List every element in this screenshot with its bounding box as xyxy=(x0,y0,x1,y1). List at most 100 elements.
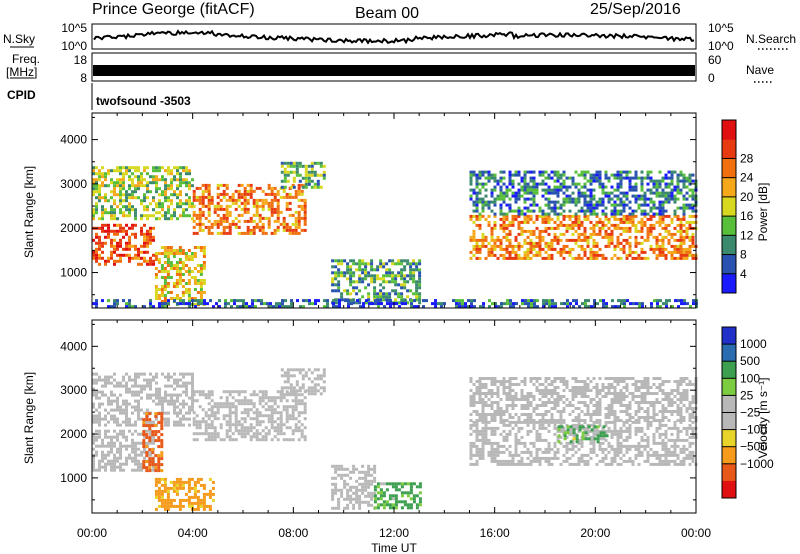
echo-cell xyxy=(526,235,530,239)
echo-cell xyxy=(500,305,503,309)
echo-cell xyxy=(125,411,128,415)
echo-cell xyxy=(379,289,383,293)
echo-cell xyxy=(373,491,377,495)
freq-label-line2: [MHz] xyxy=(6,65,37,79)
echo-cell xyxy=(610,462,614,466)
echo-cell xyxy=(481,238,485,242)
echo-cell xyxy=(652,462,656,466)
echo-cell xyxy=(691,191,695,195)
echo-cell xyxy=(352,464,356,468)
echo-cell xyxy=(632,302,635,306)
echo-cell xyxy=(662,302,665,306)
echo-cell xyxy=(673,250,677,254)
echo-cell xyxy=(210,390,214,394)
echo-cell xyxy=(319,377,323,381)
echo-cell xyxy=(533,305,536,309)
echo-cell xyxy=(499,194,503,198)
echo-cell xyxy=(191,202,194,206)
echo-cell xyxy=(300,207,304,211)
echo-cell xyxy=(307,182,311,186)
echo-cell xyxy=(137,169,140,173)
echo-cell xyxy=(246,207,250,211)
echo-cell xyxy=(300,399,304,403)
echo-cell xyxy=(544,203,548,207)
echo-cell xyxy=(473,305,476,309)
echo-cell xyxy=(188,405,191,409)
echo-cell xyxy=(538,462,542,466)
echo-cell xyxy=(547,441,551,445)
echo-cell xyxy=(616,444,620,448)
echo-cell xyxy=(388,295,392,299)
echo-cell xyxy=(661,247,665,251)
echo-cell xyxy=(688,247,692,251)
echo-cell xyxy=(110,450,113,454)
echo-cell xyxy=(188,417,191,421)
echo-cell xyxy=(664,441,668,445)
echo-cell xyxy=(461,299,464,303)
echo-cell xyxy=(373,488,377,492)
echo-cell xyxy=(502,182,506,186)
echo-cell xyxy=(655,247,659,251)
echo-cell xyxy=(631,462,635,466)
echo-cell xyxy=(634,197,638,201)
echo-cell xyxy=(190,495,194,499)
echo-cell xyxy=(210,420,214,424)
echo-cell xyxy=(343,479,347,483)
echo-cell xyxy=(98,462,101,466)
echo-cell xyxy=(478,432,482,436)
echo-cell xyxy=(213,438,217,442)
echo-cell xyxy=(685,176,689,180)
echo-cell xyxy=(580,209,584,213)
echo-cell xyxy=(611,299,614,303)
echo-cell xyxy=(267,183,271,187)
echo-cell xyxy=(634,209,638,213)
echo-cell xyxy=(358,494,362,498)
echo-cell xyxy=(192,393,196,397)
echo-cell xyxy=(292,389,296,393)
echo-cell xyxy=(188,184,191,188)
echo-cell xyxy=(373,500,377,504)
echo-cell xyxy=(267,432,271,436)
echo-cell xyxy=(661,447,665,451)
echo-cell xyxy=(137,372,140,376)
echo-cell xyxy=(192,204,196,208)
echo-cell xyxy=(140,184,143,188)
echo-cell xyxy=(107,435,110,439)
echo-cell xyxy=(225,429,229,433)
echo-cell xyxy=(508,453,512,457)
echo-cell xyxy=(613,453,617,457)
echo-cell xyxy=(418,295,422,299)
echo-cell xyxy=(664,191,668,195)
echo-cell xyxy=(664,197,668,201)
echo-cell xyxy=(568,247,572,251)
echo-cell xyxy=(625,450,629,454)
echo-cell xyxy=(538,214,542,218)
echo-cell xyxy=(143,214,146,218)
echo-cell xyxy=(246,426,250,430)
echo-cell xyxy=(294,225,298,229)
echo-cell xyxy=(131,405,134,409)
echo-cell xyxy=(313,170,317,174)
echo-cell xyxy=(107,378,110,382)
echo-cell xyxy=(131,390,134,394)
echo-cell xyxy=(664,459,668,463)
echo-cell xyxy=(526,241,530,245)
echo-cell xyxy=(98,178,101,182)
echo-cell xyxy=(225,216,229,220)
echo-cell xyxy=(577,209,581,213)
echo-cell xyxy=(391,259,395,263)
echo-cell xyxy=(258,228,262,232)
echo-cell xyxy=(355,497,359,501)
nsky-trace xyxy=(93,29,695,45)
echo-cell xyxy=(197,302,200,306)
echo-cell xyxy=(361,280,365,284)
echo-cell xyxy=(142,424,146,428)
echo-cell xyxy=(535,203,539,207)
echo-cell xyxy=(571,197,575,201)
echo-cell xyxy=(469,450,473,454)
echo-cell xyxy=(191,399,194,403)
echo-cell xyxy=(649,244,653,248)
echo-cell xyxy=(643,444,647,448)
echo-cell xyxy=(270,411,274,415)
echo-cell xyxy=(202,291,206,294)
